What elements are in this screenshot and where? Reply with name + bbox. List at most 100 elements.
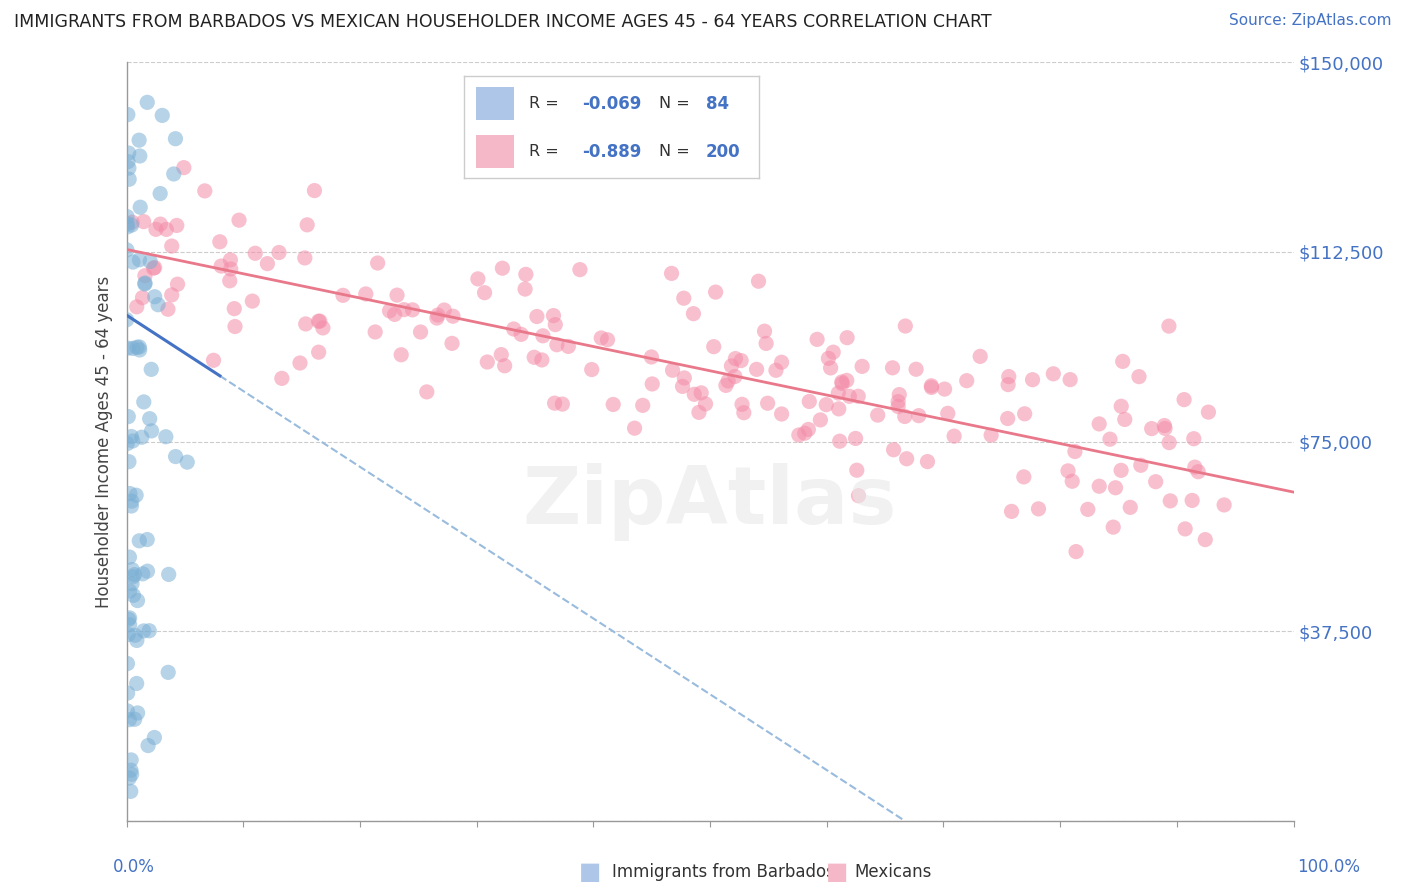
Point: [166, 277, 188, 292]
Point: [1109, 399, 1132, 413]
Point: [157, 665, 180, 680]
Point: [1012, 470, 1035, 484]
Point: [308, 345, 330, 359]
Point: [219, 262, 242, 277]
Point: [720, 359, 742, 373]
Text: -0.889: -0.889: [582, 143, 641, 161]
Point: [267, 245, 290, 260]
Point: [1000, 504, 1022, 518]
Point: [224, 319, 246, 334]
Point: [673, 371, 696, 385]
Point: [136, 564, 159, 578]
Point: [997, 411, 1019, 425]
Point: [917, 454, 939, 468]
Point: [557, 339, 579, 353]
Point: [308, 314, 330, 328]
Point: [125, 633, 148, 648]
Text: R =: R =: [529, 96, 558, 111]
Point: [513, 282, 536, 296]
Point: [120, 429, 142, 443]
Text: -0.069: -0.069: [582, 95, 641, 112]
Point: [688, 405, 710, 419]
FancyBboxPatch shape: [475, 87, 515, 120]
Point: [141, 362, 163, 376]
Point: [1119, 500, 1142, 515]
Point: [544, 318, 567, 332]
Point: [124, 628, 146, 642]
Point: [1064, 544, 1087, 558]
Point: [808, 413, 831, 427]
Point: [165, 450, 187, 464]
Point: [956, 374, 979, 388]
Point: [115, 243, 138, 257]
Point: [1112, 354, 1135, 368]
Text: 0.0%: 0.0%: [112, 858, 155, 876]
Point: [117, 657, 139, 671]
Point: [543, 396, 565, 410]
Point: [115, 436, 138, 450]
Point: [704, 285, 727, 299]
Point: [121, 576, 143, 591]
Point: [134, 277, 156, 291]
Point: [1159, 435, 1181, 450]
Point: [827, 386, 849, 401]
Point: [128, 252, 150, 267]
Point: [905, 362, 928, 376]
Point: [1028, 501, 1050, 516]
Point: [141, 424, 163, 438]
Point: [120, 784, 142, 798]
Point: [1114, 412, 1136, 426]
Point: [115, 312, 138, 326]
Point: [409, 325, 432, 339]
Point: [845, 432, 868, 446]
Point: [477, 355, 499, 369]
Point: [433, 303, 456, 318]
Y-axis label: Householder Income Ages 45 - 64 years: Householder Income Ages 45 - 64 years: [94, 276, 112, 607]
Point: [835, 331, 858, 345]
Point: [887, 394, 910, 409]
Point: [581, 362, 603, 376]
Point: [125, 340, 148, 354]
Point: [1062, 475, 1084, 489]
Point: [115, 217, 138, 231]
Point: [312, 321, 335, 335]
Point: [143, 290, 166, 304]
Point: [165, 132, 187, 146]
Point: [1157, 319, 1180, 334]
Point: [1109, 463, 1132, 477]
Point: [1144, 475, 1167, 489]
Point: [866, 408, 889, 422]
Point: [943, 429, 966, 443]
Text: ■: ■: [579, 861, 602, 884]
Text: R =: R =: [529, 145, 558, 160]
Point: [131, 291, 153, 305]
Point: [1159, 494, 1181, 508]
Point: [163, 167, 186, 181]
Point: [240, 294, 263, 309]
Point: [139, 254, 162, 268]
Point: [1057, 464, 1080, 478]
Point: [146, 298, 169, 312]
Point: [907, 409, 929, 423]
Point: [1088, 479, 1111, 493]
Point: [149, 186, 172, 201]
Point: [1153, 418, 1175, 433]
Point: [671, 379, 693, 393]
Point: [149, 217, 172, 231]
Point: [530, 353, 553, 368]
Point: [132, 214, 155, 228]
Point: [219, 252, 242, 267]
Point: [551, 397, 574, 411]
Text: Source: ZipAtlas.com: Source: ZipAtlas.com: [1229, 13, 1392, 29]
Point: [474, 285, 496, 300]
Point: [690, 385, 713, 400]
Point: [1187, 465, 1209, 479]
Point: [256, 257, 278, 271]
Text: N =: N =: [659, 96, 689, 111]
Text: N =: N =: [659, 145, 689, 160]
Point: [1104, 481, 1126, 495]
Point: [127, 706, 149, 720]
Point: [176, 455, 198, 469]
Point: [1213, 498, 1236, 512]
Point: [132, 624, 155, 638]
